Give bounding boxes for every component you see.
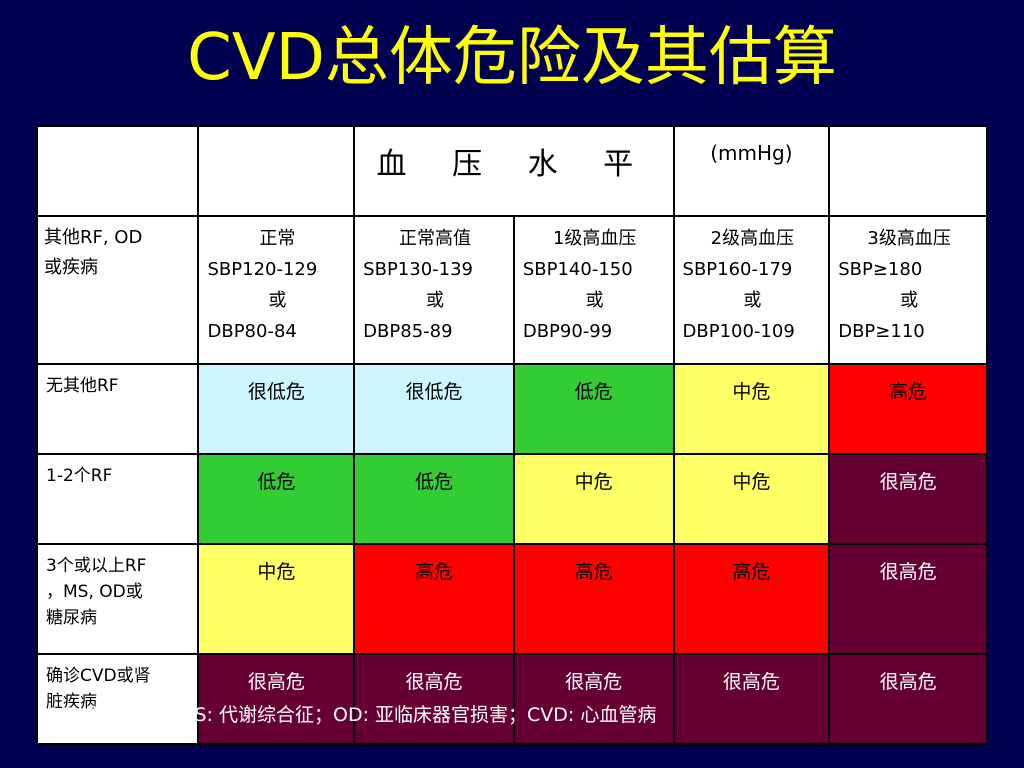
risk-cell: 很高危 (828, 453, 988, 545)
risk-cell: 很高危 (197, 653, 356, 745)
risk-cell: 很高危 (672, 653, 831, 745)
bp-level-grade3: 3级高血压 SBP≥180 或 DBP≥110 (828, 215, 988, 365)
bp-or: 或 (743, 290, 762, 311)
risk-row-label-line: 3个或以上RF (46, 556, 147, 576)
bp-dbp-range: DBP90-99 (522, 321, 613, 342)
bp-level-high-normal: 正常高值 SBP130-139 或 DBP85-89 (353, 215, 515, 365)
bp-level-header: 血 压 水 平 (353, 125, 675, 217)
bp-or: 或 (585, 290, 604, 311)
risk-row-label: 无其他RF (35, 363, 200, 455)
risk-cell: 中危 (512, 453, 675, 545)
risk-row-label-line: 糖尿病 (46, 608, 97, 628)
bp-level-name: 正常 (259, 228, 296, 249)
bp-level-grade2: 2级高血压 SBP160-179 或 DBP100-109 (672, 215, 831, 365)
header-empty-cell (197, 125, 356, 217)
risk-cell: 高危 (512, 543, 675, 655)
risk-row-label-line: 脏疾病 (46, 692, 97, 712)
risk-row-no-rf: 无其他RF 很低危 很低危 低危 中危 高危 (35, 363, 988, 455)
risk-row-label-line: 确诊CVD或肾 (46, 666, 151, 686)
risk-cell: 低危 (512, 363, 675, 455)
risk-cell: 高危 (828, 363, 988, 455)
header-empty-cell (828, 125, 988, 217)
risk-row-label: 3个或以上RF ，MS, OD或 糖尿病 (35, 543, 200, 655)
bp-dbp-range: DBP100-109 (682, 321, 795, 342)
risk-cell: 低危 (197, 453, 356, 545)
bp-unit-header: (mmHg) (672, 125, 831, 217)
risk-cell: 很低危 (353, 363, 515, 455)
risk-cell: 很低危 (197, 363, 356, 455)
table-header-row: 血 压 水 平 (mmHg) (35, 125, 988, 217)
risk-cell: 低危 (353, 453, 515, 545)
risk-cell: 中危 (672, 453, 831, 545)
bp-level-name: 正常高值 (399, 228, 471, 249)
bp-sbp-range: SBP130-139 (363, 259, 474, 280)
risk-cell: 很高危 (353, 653, 515, 745)
bp-sbp-range: SBP120-129 (207, 259, 318, 280)
risk-row-3plus-rf: 3个或以上RF ，MS, OD或 糖尿病 中危 高危 高危 高危 很高危 (35, 543, 988, 655)
slide-title: CVD总体危险及其估算 (187, 21, 837, 95)
risk-row-1-2-rf: 1-2个RF 低危 低危 中危 中危 很高危 (35, 453, 988, 545)
bp-row-label-line: 其他RF, OD (44, 227, 143, 248)
bp-or: 或 (426, 290, 444, 311)
bp-level-name: 3级高血压 (867, 228, 951, 249)
risk-cell: 高危 (353, 543, 515, 655)
bp-level-name: 2级高血压 (710, 228, 795, 249)
risk-row-label-line: ，MS, OD或 (46, 582, 143, 602)
bp-row-label: 其他RF, OD 或疾病 (35, 215, 200, 365)
bp-or: 或 (900, 290, 919, 311)
bp-sbp-range: SBP140-150 (522, 259, 633, 280)
risk-cell: 很高危 (512, 653, 675, 745)
risk-row-label: 确诊CVD或肾 脏疾病 (35, 653, 200, 745)
bp-sbp-range: SBP≥180 (838, 259, 923, 280)
risk-table: 血 压 水 平 (mmHg) 其他RF, OD 或疾病 正常 SBP120-12… (35, 125, 988, 745)
bp-level-name: 1级高血压 (552, 228, 637, 249)
bp-row-label-line: 或疾病 (44, 257, 98, 278)
bp-dbp-range: DBP80-84 (207, 321, 297, 342)
risk-cell: 很高危 (828, 653, 988, 745)
risk-row-cvd-kidney: 确诊CVD或肾 脏疾病 很高危 很高危 很高危 很高危 很高危 (35, 653, 988, 745)
bp-sbp-range: SBP160-179 (682, 259, 793, 280)
risk-cell: 高危 (672, 543, 831, 655)
risk-cell: 很高危 (828, 543, 988, 655)
bp-dbp-range: DBP≥110 (838, 321, 925, 342)
bp-level-normal: 正常 SBP120-129 或 DBP80-84 (197, 215, 356, 365)
bp-level-grade1: 1级高血压 SBP140-150 或 DBP90-99 (512, 215, 675, 365)
bp-level-row: 其他RF, OD 或疾病 正常 SBP120-129 或 DBP80-84 正常… (35, 215, 988, 365)
bp-or: 或 (268, 290, 287, 311)
bp-dbp-range: DBP85-89 (363, 321, 453, 342)
abbreviation-footnote: RF: 危险因素；MS: 代谢综合征；OD: 亚临床器官损害；CVD: 心血管病 (48, 704, 657, 726)
risk-row-label: 1-2个RF (35, 453, 200, 545)
risk-cell: 中危 (672, 363, 831, 455)
header-empty-cell (35, 125, 200, 217)
risk-cell: 中危 (197, 543, 356, 655)
